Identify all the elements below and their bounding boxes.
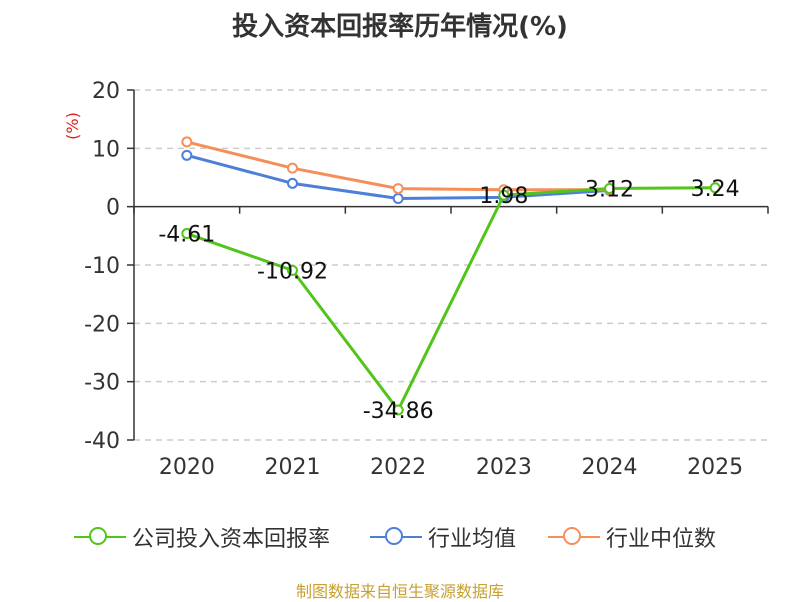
- data-label: 1.98: [479, 184, 528, 209]
- y-tick-label: -40: [84, 429, 120, 454]
- x-tick-label: 2024: [582, 455, 638, 480]
- y-tick-label: -20: [84, 312, 120, 337]
- legend-swatch-company: [74, 527, 126, 547]
- y-tick-label: 10: [92, 137, 120, 162]
- legend-swatch-industry-median: [548, 527, 600, 547]
- data-point: [181, 228, 193, 240]
- data-label: -4.61: [158, 223, 215, 248]
- data-point: [287, 177, 298, 189]
- series-line: [186, 186, 716, 412]
- legend-item-industry-mean[interactable]: 行业均值: [370, 521, 516, 553]
- legend-swatch-industry-mean: [370, 527, 422, 547]
- line-chart: 20 10 0 -10 -20 -30 -40 2020 2021 2022 2023 2024 202…: [63, 79, 769, 480]
- x-tick-label: 2023: [476, 455, 532, 480]
- x-tick-label: 2021: [265, 455, 321, 480]
- data-point: [392, 404, 404, 416]
- source-note: 制图数据来自恒生聚源数据库: [295, 582, 504, 601]
- x-tick-label: 2025: [687, 455, 743, 480]
- data-point: [287, 264, 298, 276]
- legend-label-industry-median: 行业中位数: [606, 527, 717, 552]
- data-point: [392, 193, 404, 204]
- y-tick-label: -30: [84, 371, 120, 396]
- data-point: [709, 182, 721, 194]
- data-label: 3.12: [585, 177, 634, 202]
- series-line: [186, 140, 610, 192]
- data-point: [287, 162, 298, 174]
- data-point: [181, 136, 193, 148]
- x-tick-label: 2020: [159, 455, 215, 480]
- data-label-layer: -4.61 -10.92 -34.86 1.98 3.12 3.24: [158, 177, 739, 424]
- data-label: -34.86: [363, 399, 434, 424]
- y-tick-label: 0: [106, 196, 120, 221]
- legend: 公司投入资本回报率 行业均值 行业中位数: [0, 521, 800, 553]
- data-label: 3.24: [691, 177, 740, 202]
- y-tick-label: -10: [84, 254, 120, 279]
- data-point: [392, 183, 404, 195]
- axis-layer: 20 10 0 -10 -20 -30 -40 2020 2021 2022 2023 2024 202…: [63, 79, 769, 480]
- x-tick-label: 2022: [370, 455, 426, 480]
- series-layer: [181, 136, 721, 416]
- legend-label-company: 公司投入资本回报率: [132, 527, 331, 552]
- grid-layer: [134, 89, 768, 441]
- y-axis-label: (%): [63, 112, 82, 140]
- data-point: [498, 189, 510, 201]
- data-label: -10.92: [257, 259, 328, 284]
- data-point: [604, 182, 615, 194]
- legend-item-company[interactable]: 公司投入资本回报率: [74, 521, 330, 553]
- data-point: [181, 149, 193, 161]
- y-tick-label: 20: [92, 79, 120, 104]
- legend-label-industry-mean: 行业均值: [428, 527, 517, 552]
- chart-title: 投入资本回报率历年情况(%): [232, 12, 568, 42]
- legend-item-industry-median[interactable]: 行业中位数: [548, 521, 716, 553]
